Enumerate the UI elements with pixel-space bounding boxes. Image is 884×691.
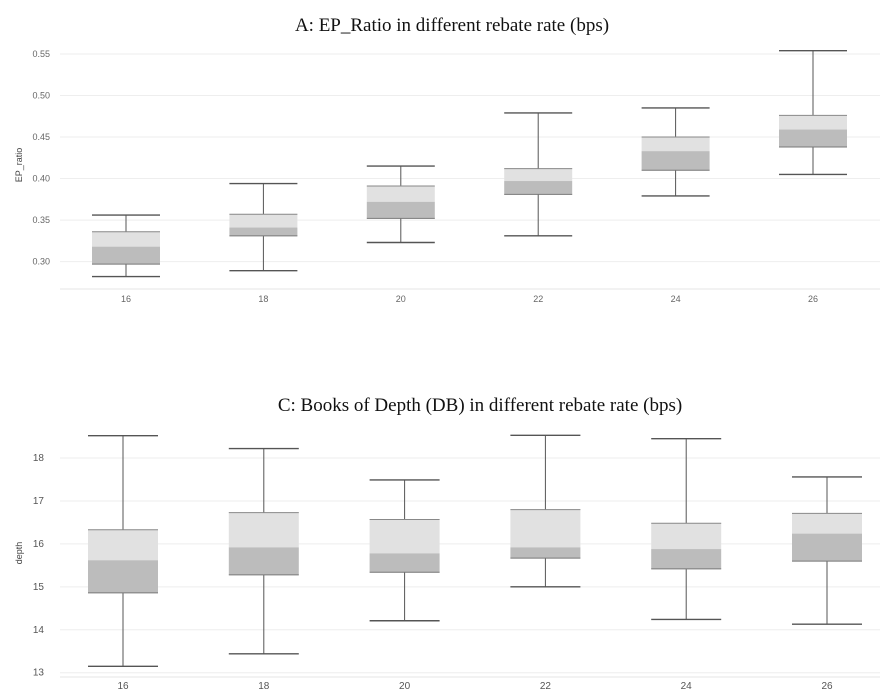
box-plot-16 [92,214,160,278]
box-plot-26 [792,476,862,625]
x-tick-label: 18 [258,681,270,691]
box-plot-16 [88,435,158,667]
y-tick-label: 17 [33,496,45,507]
box-plot-22 [504,112,573,237]
lower-box [229,227,298,236]
lower-box [792,533,862,562]
upper-box [369,519,440,554]
chart-a: A: EP_Ratio in different rebate rate (bp… [14,15,880,304]
x-tick-label: 26 [821,681,833,691]
upper-box [229,214,298,228]
x-tick-label: 16 [121,294,131,304]
chart-c-grid [60,457,880,678]
x-tick-label: 20 [399,681,411,691]
box-plot-22 [510,434,581,588]
x-tick-label: 18 [258,294,268,304]
upper-box [779,115,847,130]
lower-box [779,129,847,147]
lower-box [651,549,722,569]
lower-box [228,547,299,575]
x-tick-label: 22 [540,681,552,691]
y-tick-label: 16 [33,539,45,550]
y-tick-label: 13 [33,668,45,679]
y-tick-label: 0.30 [32,257,50,267]
upper-box [228,512,299,548]
x-tick-label: 16 [117,681,129,691]
lower-box [504,181,573,195]
upper-box [792,513,862,534]
y-tick-label: 0.50 [32,90,50,100]
chart-a-ylabel: EP_ratio [14,148,24,183]
chart-a-y-ticks: 0.30 0.35 0.40 0.45 0.50 0.55 [32,49,50,267]
upper-box [366,186,435,202]
chart-c-title: C: Books of Depth (DB) in different reba… [278,395,682,416]
lower-box [88,560,158,593]
chart-c: C: Books of Depth (DB) in different reba… [14,395,880,691]
lower-box [366,201,435,219]
x-tick-label: 20 [396,294,406,304]
x-tick-label: 24 [681,681,693,691]
box-plot-18 [228,447,299,655]
chart-a-boxes [92,49,847,278]
y-tick-label: 15 [33,582,45,593]
box-plot-24 [651,438,722,621]
y-tick-label: 0.55 [32,49,50,59]
upper-box [504,168,573,182]
box-plot-26 [779,49,847,176]
y-tick-label: 0.40 [32,174,50,184]
y-tick-label: 0.45 [32,132,50,142]
box-plot-18 [229,182,298,272]
box-plot-20 [369,479,440,622]
chart-a-grid [60,53,880,290]
x-tick-label: 22 [533,294,543,304]
chart-a-x-ticks: 16 18 20 22 24 26 [121,294,818,304]
upper-box [88,529,158,561]
box-plot-24 [641,107,710,197]
chart-c-y-ticks: 13 14 15 16 17 18 [33,453,45,679]
chart-c-ylabel: depth [14,542,24,565]
x-tick-label: 24 [671,294,681,304]
lower-box [369,553,440,573]
upper-box [641,137,710,152]
upper-box [651,523,722,550]
box-plot-20 [366,165,435,244]
chart-c-boxes [88,434,862,667]
y-tick-label: 18 [33,453,45,464]
chart-c-x-ticks: 16 18 20 22 24 26 [117,681,833,691]
x-tick-label: 26 [808,294,818,304]
y-tick-label: 14 [33,625,45,636]
upper-box [510,509,581,548]
chart-a-title: A: EP_Ratio in different rebate rate (bp… [295,15,609,36]
lower-box [641,151,710,171]
y-tick-label: 0.35 [32,215,50,225]
upper-box [92,231,160,247]
lower-box [92,246,160,265]
lower-box [510,547,581,559]
